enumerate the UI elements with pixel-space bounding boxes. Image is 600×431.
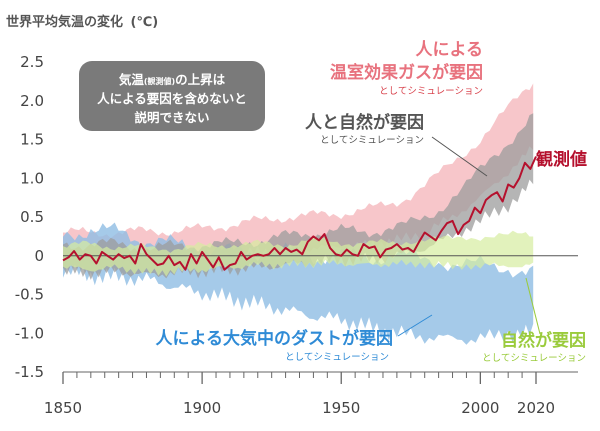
- observed-series-line: [62, 156, 537, 271]
- leader-line-both: [431, 136, 488, 177]
- chart-title-unit: (℃): [131, 15, 159, 30]
- band-natural: [63, 230, 534, 277]
- x-tick-label: 1850: [44, 399, 82, 417]
- x-axis-ticks: 1850 1900 1950 2000 2020: [44, 372, 555, 417]
- annotation-line-3: 説明できない: [134, 110, 209, 125]
- chart-title-text: 世界平均気温の変化: [6, 14, 123, 30]
- y-tick-label: 1.5: [20, 131, 44, 149]
- label-ghg: 人による温室効果ガスが要因: [330, 40, 483, 83]
- chart-title: 世界平均気温の変化 (℃): [6, 14, 158, 30]
- label-ghg-line-2: 温室効果ガスが要因: [330, 62, 483, 83]
- y-tick-label: 1.0: [20, 169, 44, 187]
- label-natural: 自然が要因: [501, 330, 586, 351]
- y-tick-label: -0.5: [15, 286, 44, 304]
- annotation-box: 気温(観測値)の上昇は 人による要因を含めないと 説明できない: [79, 61, 265, 131]
- leader-line-natural: [525, 277, 541, 335]
- y-axis-ticks: 2.5 2.0 1.5 1.0 0.5 0 -0.5 -1.0 -1.5: [15, 53, 44, 381]
- y-tick-label: 2.5: [20, 53, 44, 71]
- leader-line-dust: [397, 314, 433, 337]
- annotation-line-2: 人による要因を含めないと: [97, 91, 247, 106]
- annotation-line-1: 気温(観測値)の上昇は: [119, 72, 226, 87]
- x-tick-label: 1950: [322, 399, 360, 417]
- annotation-box-bg: [79, 61, 265, 131]
- y-tick-label: -1.0: [15, 324, 44, 342]
- x-tick-label: 2020: [517, 399, 555, 417]
- label-natural-sub: としてシミュレーション: [482, 353, 586, 364]
- annotation-line-1-b: の上昇は: [175, 72, 226, 87]
- label-ghg-line-1: 人による: [416, 40, 484, 60]
- annotation-line-1-small: (観測値): [144, 76, 175, 86]
- label-dust: 人による大気中のダストが要因: [156, 328, 394, 349]
- y-tick-label: -1.5: [15, 363, 44, 381]
- label-observed: 観測値: [536, 149, 587, 170]
- annotation-line-1-a: 気温: [119, 72, 145, 87]
- band-human-natural: [63, 113, 534, 280]
- y-tick-label: 0: [34, 247, 44, 265]
- label-ghg-sub: としてシミュレーション: [379, 86, 483, 97]
- label-both-sub: としてシミュレーション: [320, 135, 424, 146]
- label-both: 人と自然が要因: [305, 112, 424, 133]
- simulation-bands: [63, 83, 534, 345]
- x-tick-label: 1900: [183, 399, 221, 417]
- x-tick-label: 2000: [461, 399, 499, 417]
- y-tick-label: 2.0: [20, 92, 44, 110]
- label-dust-sub: としてシミュレーション: [285, 352, 389, 363]
- y-tick-label: 0.5: [20, 208, 44, 226]
